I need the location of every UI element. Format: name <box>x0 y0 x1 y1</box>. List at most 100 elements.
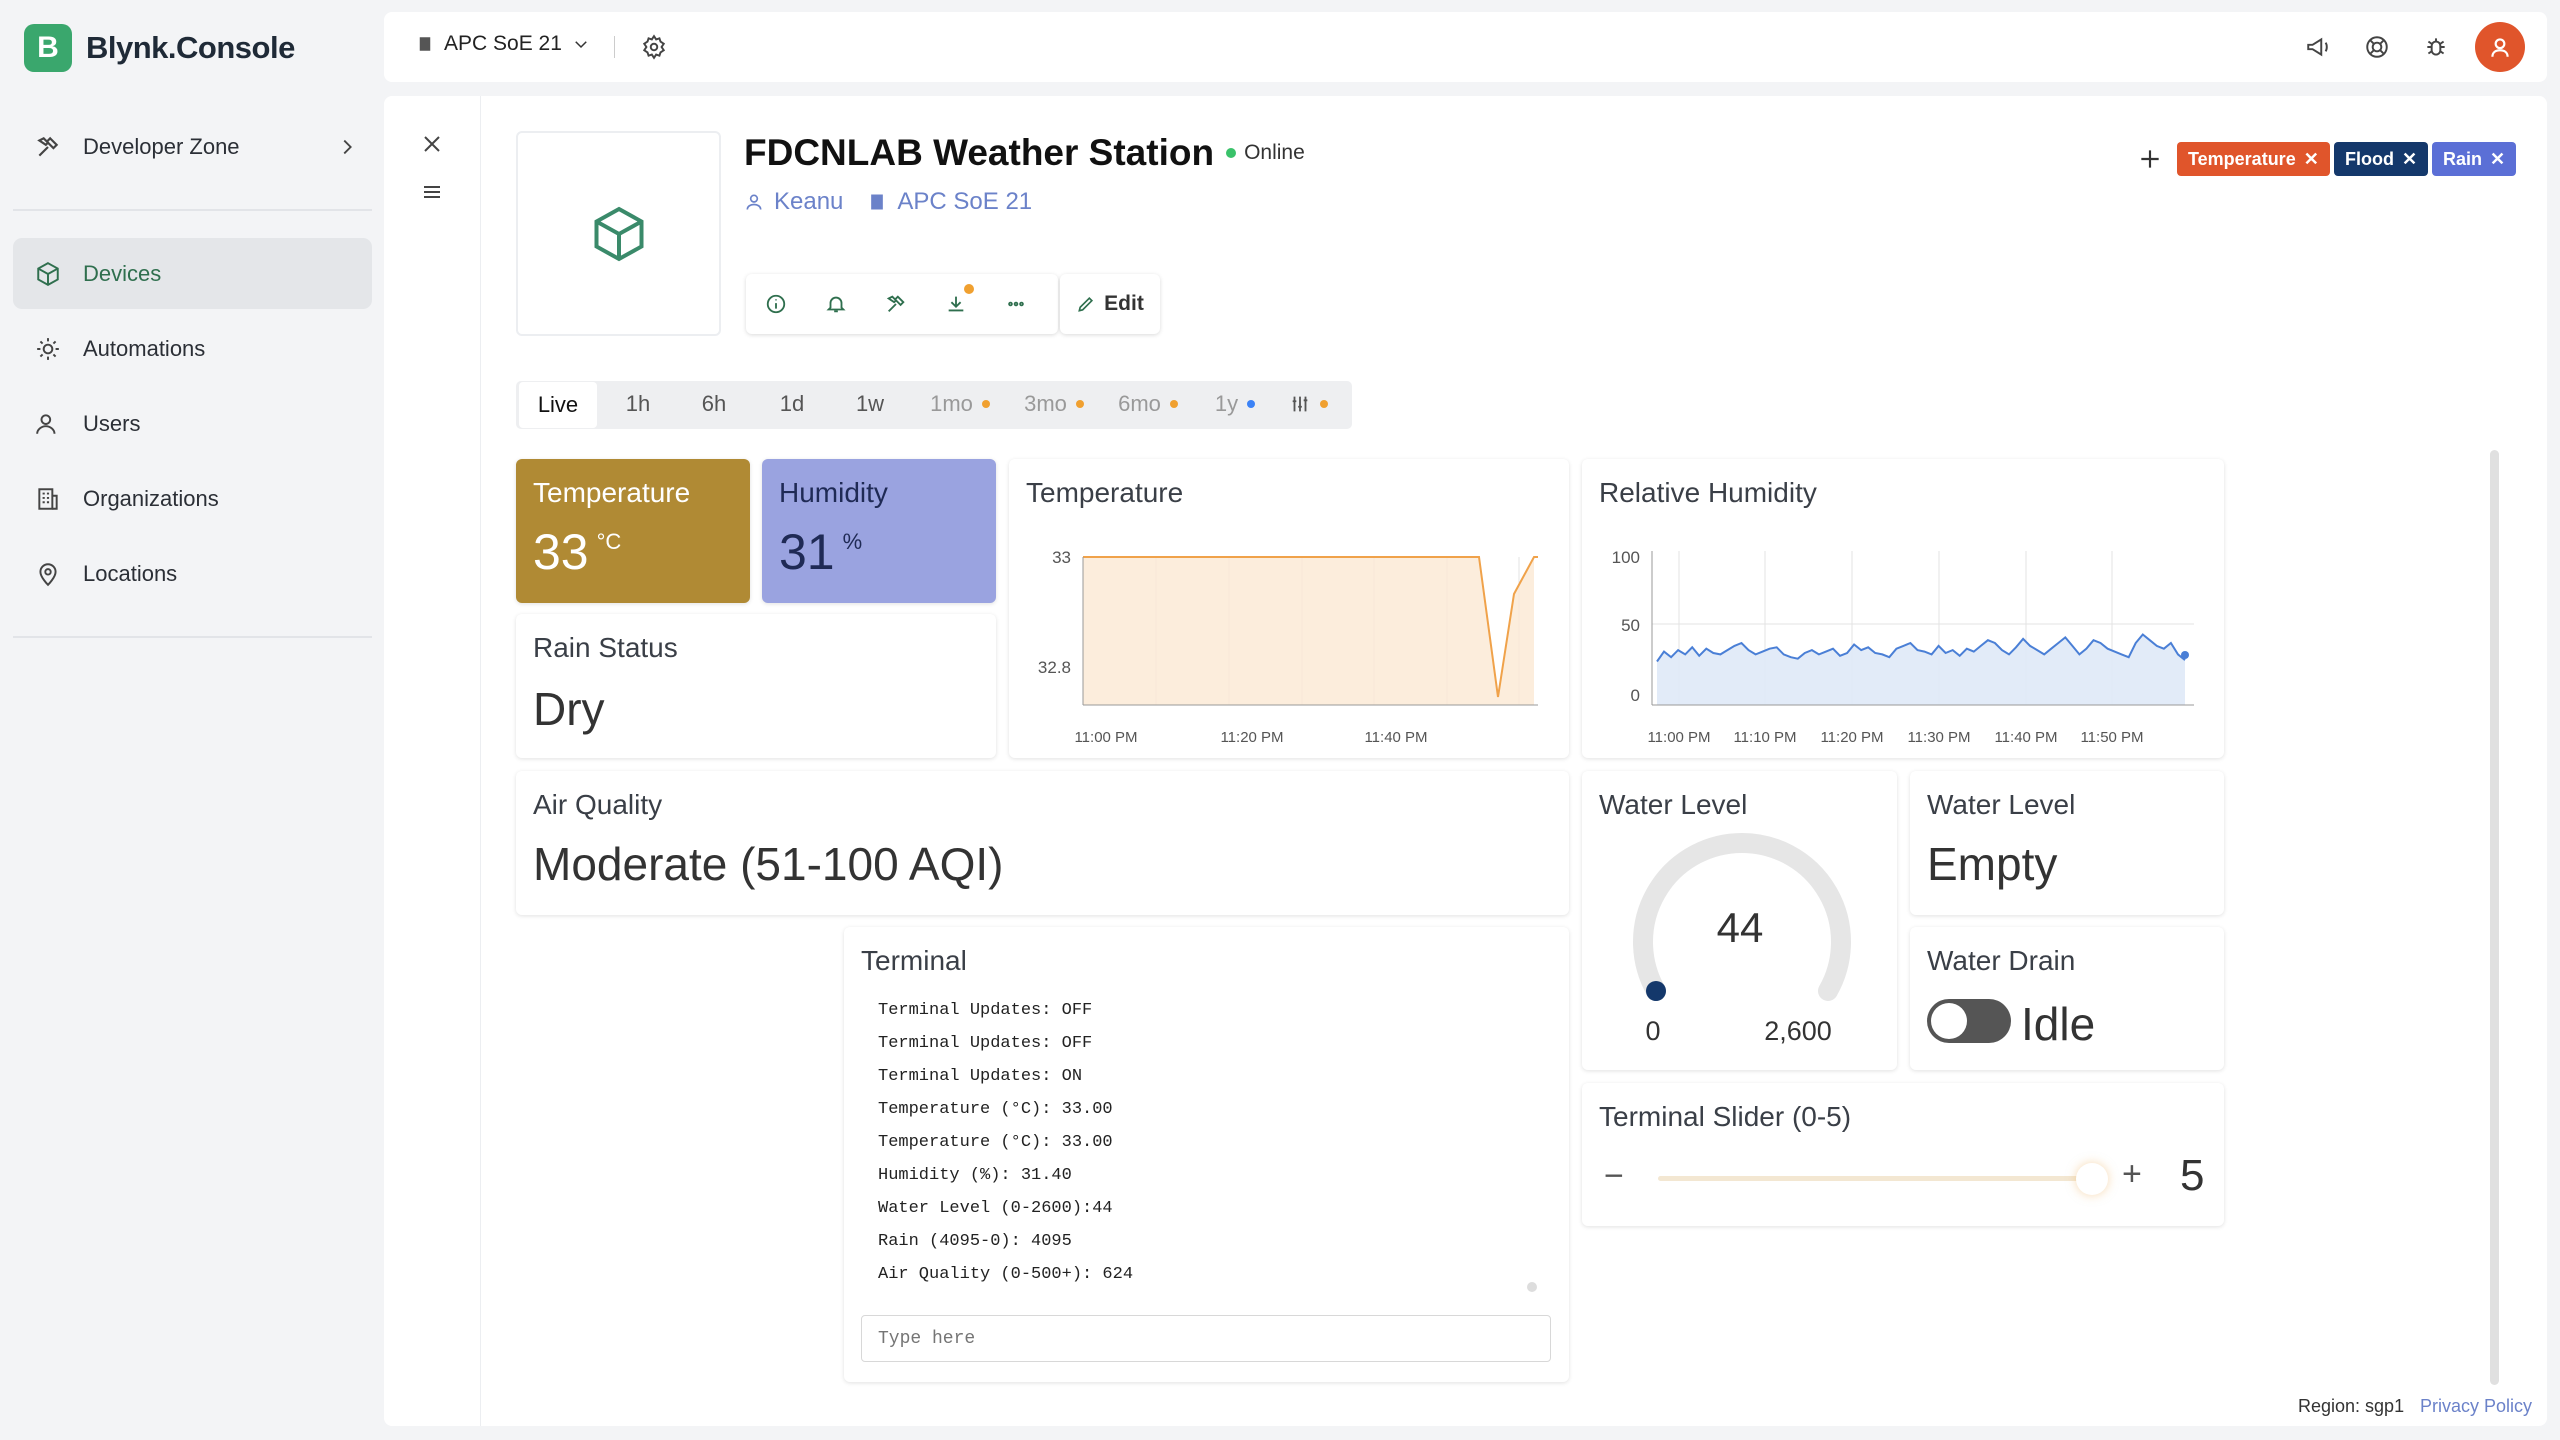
widget-title: Humidity <box>779 477 888 508</box>
remove-tag-icon[interactable]: ✕ <box>2401 148 2418 169</box>
remove-tag-icon[interactable]: ✕ <box>2490 148 2506 169</box>
sliders-icon <box>1292 396 1307 412</box>
lifebuoy-icon <box>2366 36 2388 58</box>
water-level-gauge: 44 0 2,600 <box>1633 832 1851 1046</box>
x-tick-label: 11:20 PM <box>1820 729 1883 746</box>
temperature-area <box>1083 557 1534 705</box>
time-range-tabs: Live 1h 6h 1d 1w 1mo 3mo 6mo 1y <box>516 381 1352 429</box>
device-image <box>516 131 721 336</box>
gauge-min: 0 <box>1645 1016 1660 1046</box>
y-tick-label: 32.8 <box>1038 658 1071 677</box>
temperature-chart[interactable]: 33 32.8 11:00 PM 11:20 PM 11:40 PM <box>1009 459 1569 758</box>
megaphone-icon <box>2307 37 2328 57</box>
tab-live[interactable]: Live <box>519 382 597 428</box>
bell-icon <box>826 296 846 313</box>
close-icon <box>424 136 440 152</box>
humidity-chart[interactable]: 100 50 0 11:00 PM 11:10 PM 11:20 PM 11:3… <box>1582 459 2224 758</box>
slider-decrement-button[interactable]: − <box>1604 1157 1624 1195</box>
location-pin-icon <box>39 562 57 586</box>
notifications-button[interactable] <box>816 284 856 324</box>
slider-value: 5 <box>2180 1151 2205 1200</box>
developer-tools-button[interactable] <box>876 284 916 324</box>
tab-1y[interactable]: 1y <box>1200 381 1270 427</box>
widget-title: Air Quality <box>533 789 663 820</box>
download-button[interactable] <box>936 284 976 324</box>
widget-title: Water Drain <box>1927 945 2076 976</box>
more-options-button[interactable] <box>996 284 1036 324</box>
terminal-line: Humidity (%): 31.40 <box>878 1166 1072 1185</box>
humidity-chart-widget: Relative Humidity 100 50 0 11:00 PM 11:1… <box>1582 459 2224 758</box>
app-logo[interactable]: B Blynk.Console <box>24 24 295 72</box>
terminal-output: Terminal Updates: OFF Terminal Updates: … <box>878 994 1133 1291</box>
info-icon <box>766 294 786 314</box>
tab-1w[interactable]: 1w <box>855 391 885 416</box>
tab-1mo[interactable]: 1mo <box>920 381 1000 427</box>
main-scrollbar[interactable] <box>2490 450 2499 1385</box>
topbar-separator <box>614 36 615 58</box>
help-button[interactable] <box>2357 27 2397 67</box>
cube-icon <box>37 261 59 286</box>
sidebar-item-locations[interactable]: Locations <box>13 538 372 609</box>
device-owner-link[interactable]: Keanu <box>774 188 844 215</box>
tab-6mo[interactable]: 6mo <box>1108 381 1188 427</box>
water-drain-switch[interactable] <box>1927 999 2011 1043</box>
report-bug-button[interactable] <box>2416 27 2456 67</box>
widget-title: Terminal Slider (0-5) <box>1599 1101 1852 1132</box>
terminal-input[interactable] <box>861 1315 1551 1362</box>
gauge-needle <box>1646 981 1666 1001</box>
custom-range-button[interactable] <box>1276 381 1340 427</box>
developer-zone-item[interactable]: Developer Zone <box>13 111 372 182</box>
chevron-down-icon <box>575 41 587 49</box>
sidebar-item-users[interactable]: Users <box>13 388 372 459</box>
gauge-value: 44 <box>1717 904 1764 951</box>
automation-icon <box>37 337 59 360</box>
info-button[interactable] <box>756 284 796 324</box>
building-icon <box>419 37 431 51</box>
sidebar-item-label: Devices <box>83 260 162 286</box>
tab-3mo[interactable]: 3mo <box>1014 381 1094 427</box>
privacy-policy-link[interactable]: Privacy Policy <box>2420 1396 2533 1416</box>
remove-tag-icon[interactable]: ✕ <box>2303 148 2319 169</box>
slider-increment-button[interactable]: + <box>2122 1155 2142 1193</box>
value-number: 33 <box>533 524 589 580</box>
tag-rain[interactable]: Rain ✕ <box>2432 142 2517 176</box>
tag-temperature[interactable]: Temperature ✕ <box>2177 142 2330 176</box>
settings-button[interactable] <box>634 27 674 67</box>
sidebar-item-organizations[interactable]: Organizations <box>13 463 372 534</box>
sidebar-item-devices[interactable]: Devices <box>13 238 372 309</box>
users-icon <box>36 413 56 434</box>
org-switcher[interactable]: APC SoE 21 <box>416 32 590 56</box>
tag-label: Temperature <box>2188 148 2296 169</box>
download-badge-dot <box>964 284 974 294</box>
add-tag-button[interactable] <box>2130 139 2170 179</box>
top-bar: APC SoE 21 <box>384 12 2547 82</box>
region-label: Region: sgp1 <box>2298 1396 2405 1416</box>
y-tick-label: 33 <box>1052 548 1071 567</box>
more-dots-icon <box>1008 301 1024 307</box>
avatar[interactable] <box>2475 22 2525 72</box>
sidebar-item-automations[interactable]: Automations <box>13 313 372 384</box>
humidity-value: 31 % <box>779 523 862 581</box>
sidebar-item-label: Locations <box>83 560 178 586</box>
terminal-scroll-indicator[interactable] <box>1527 1282 1537 1292</box>
slider-thumb[interactable] <box>2076 1163 2108 1195</box>
terminal-line: Terminal Updates: OFF <box>878 1034 1093 1053</box>
edit-dashboard-button[interactable]: Edit <box>1060 274 1160 334</box>
water-level-gauge-widget: Water Level 44 0 2,600 <box>1582 771 1897 1070</box>
announcements-button[interactable] <box>2298 27 2338 67</box>
y-tick-label: 100 <box>1612 548 1640 567</box>
logo-badge: B <box>24 24 72 72</box>
tab-6h[interactable]: 6h <box>701 391 727 416</box>
y-tick-label: 0 <box>1631 686 1640 705</box>
widget-title: Water Level <box>1599 789 1748 820</box>
slider-track[interactable] <box>1658 1176 2092 1181</box>
close-button[interactable] <box>412 124 452 164</box>
menu-button[interactable] <box>412 172 452 212</box>
x-tick-label: 11:10 PM <box>1733 729 1796 746</box>
tab-1d[interactable]: 1d <box>779 391 805 416</box>
tag-flood[interactable]: Flood ✕ <box>2334 142 2429 176</box>
air-quality-widget: Air Quality Moderate (51-100 AQI) <box>516 771 1569 915</box>
device-org-link[interactable]: APC SoE 21 <box>897 188 1033 215</box>
user-icon <box>746 194 762 210</box>
tab-1h[interactable]: 1h <box>625 391 651 416</box>
